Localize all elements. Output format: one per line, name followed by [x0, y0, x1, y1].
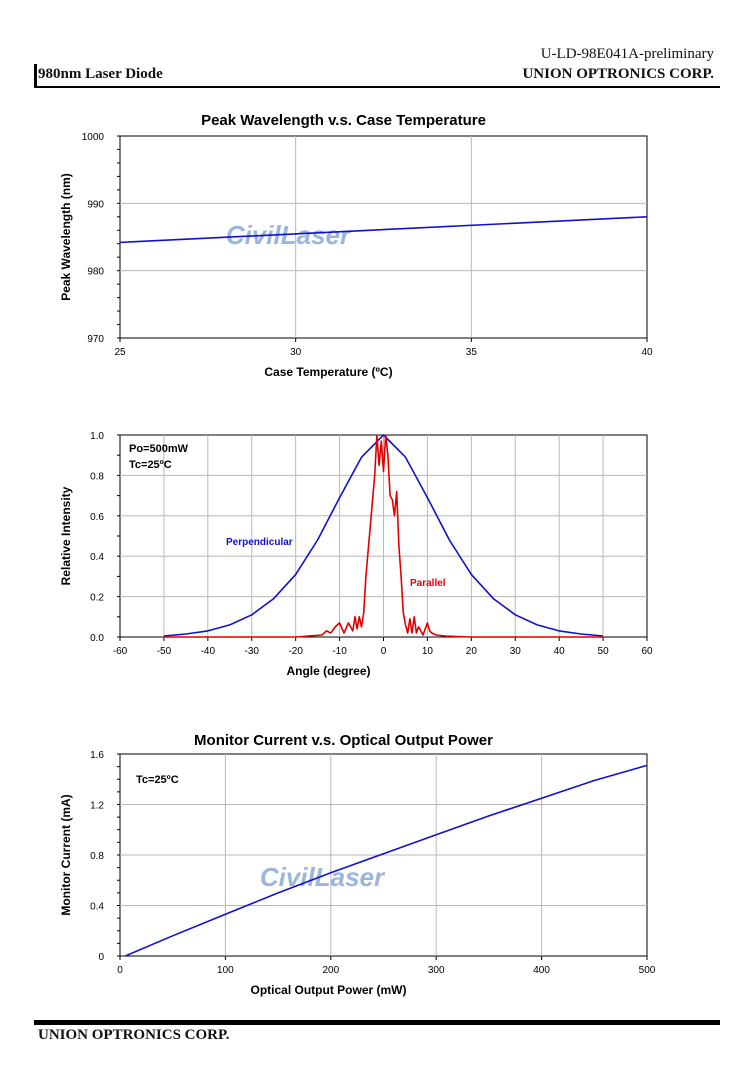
x-axis-label: Angle (degree) [286, 664, 370, 678]
series-label: Parallel [410, 578, 446, 589]
y-tick-label: 0.4 [90, 552, 104, 563]
y-tick-label: 1.2 [90, 801, 104, 812]
y-tick-label: 1.6 [90, 750, 104, 761]
x-tick-label: 0 [381, 646, 387, 657]
y-tick-label: 0.8 [90, 471, 104, 482]
y-tick-label: 0 [98, 952, 104, 963]
chart-title: Monitor Current v.s. Optical Output Powe… [194, 732, 493, 749]
x-axis-label: Optical Output Power (mW) [251, 983, 407, 997]
y-tick-label: 0.4 [90, 902, 104, 913]
x-tick-label: -30 [245, 646, 260, 657]
product-name: 980nm Laser Diode [38, 66, 163, 82]
x-tick-label: 10 [422, 646, 434, 657]
x-tick-label: -60 [113, 646, 128, 657]
x-axis-label: Case Temperature (ºC) [264, 365, 392, 379]
y-tick-label: 1.0 [90, 431, 104, 442]
series-line [163, 434, 604, 638]
x-tick-label: -40 [201, 646, 216, 657]
document-id: U-LD-98E041A-preliminary [540, 46, 714, 62]
annotation: Tc=25ºC [129, 459, 172, 471]
chart-title: Peak Wavelength v.s. Case Temperature [201, 112, 486, 129]
series-line [119, 216, 648, 244]
footer-rule [34, 1020, 720, 1025]
x-tick-label: -20 [288, 646, 303, 657]
y-tick-label: 990 [87, 199, 104, 210]
y-tick-label: 1000 [82, 132, 105, 143]
series-line [163, 434, 604, 637]
y-axis-label: Relative Intensity [59, 486, 73, 585]
y-tick-label: 0.8 [90, 851, 104, 862]
y-tick-label: 0.0 [90, 633, 104, 644]
annotation: Tc=25ºC [136, 774, 179, 786]
x-tick-label: 30 [510, 646, 522, 657]
x-tick-label: 40 [554, 646, 566, 657]
watermark-logo: CivilLaser [260, 862, 386, 892]
x-tick-label: 35 [466, 347, 478, 358]
watermark-logo: CivilLaser [226, 220, 352, 250]
x-tick-label: 300 [428, 965, 445, 976]
x-tick-label: 20 [466, 646, 478, 657]
x-tick-label: 0 [117, 965, 123, 976]
far-field-chart: -60 -50 -40 -30 -20 -10 0 10 20 30 40 50 60 0.0 0.2 0.4… [59, 431, 653, 678]
series-line [124, 764, 648, 957]
x-tick-label: 400 [533, 965, 550, 976]
x-tick-label: 100 [217, 965, 234, 976]
header-marker [34, 64, 37, 86]
annotation: Po=500mW [129, 443, 189, 455]
plot-area [119, 135, 648, 339]
header-rule [34, 86, 720, 88]
y-axis-label: Monitor Current (mA) [59, 794, 73, 915]
y-tick-label: 970 [87, 334, 104, 345]
x-tick-label: 60 [641, 646, 653, 657]
y-tick-label: 0.6 [90, 512, 104, 523]
company-footer: UNION OPTRONICS CORP. [38, 1027, 230, 1043]
x-tick-label: -10 [332, 646, 347, 657]
company-header: UNION OPTRONICS CORP. [522, 66, 714, 82]
x-tick-label: 40 [641, 347, 653, 358]
series-label: Perpendicular [226, 537, 293, 548]
x-tick-label: -50 [157, 646, 172, 657]
wavelength-chart: CivilLaser 25 30 35 40 970 980 990 1000 Peak Wave… [59, 112, 653, 379]
x-tick-label: 30 [290, 347, 302, 358]
x-tick-label: 50 [598, 646, 610, 657]
y-axis-label: Peak Wavelength (nm) [59, 173, 73, 301]
y-tick-label: 0.2 [90, 593, 104, 604]
y-tick-label: 980 [87, 267, 104, 278]
monitor-current-chart: CivilLaser 0 100 200 300 400 500 0 0.4 0.8 1.2 1.6 T… [59, 732, 656, 997]
x-tick-label: 200 [322, 965, 339, 976]
x-tick-label: 500 [639, 965, 656, 976]
x-tick-label: 25 [114, 347, 126, 358]
